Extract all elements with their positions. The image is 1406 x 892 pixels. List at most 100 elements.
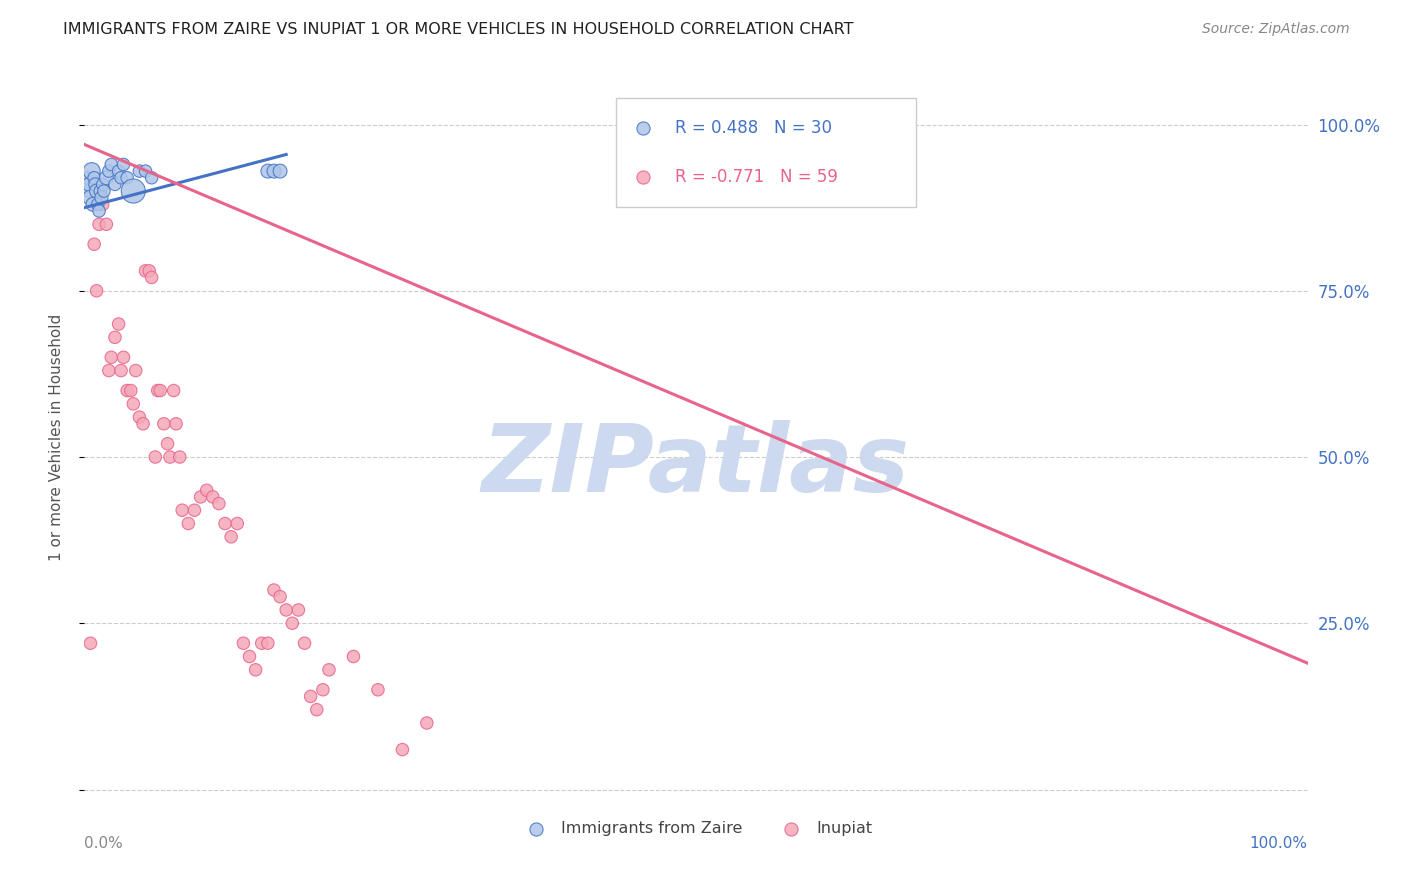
Point xyxy=(110,363,132,377)
Point xyxy=(86,184,108,198)
Point xyxy=(391,742,413,756)
Point xyxy=(93,184,115,198)
Point xyxy=(208,497,231,511)
Point xyxy=(97,164,120,178)
Point xyxy=(238,649,260,664)
Point xyxy=(190,490,212,504)
Point xyxy=(125,363,148,377)
Point xyxy=(633,169,655,183)
Point xyxy=(128,410,150,425)
Point xyxy=(83,170,105,185)
Point xyxy=(97,363,120,377)
Point xyxy=(100,351,122,365)
Point xyxy=(86,284,108,298)
Point xyxy=(177,516,200,531)
Point xyxy=(79,636,101,650)
Text: R = 0.488   N = 30: R = 0.488 N = 30 xyxy=(675,119,832,136)
Point xyxy=(281,616,304,631)
Point xyxy=(87,217,110,231)
Point xyxy=(169,450,191,464)
Point xyxy=(219,530,242,544)
Point xyxy=(342,649,364,664)
Point xyxy=(122,397,145,411)
Point xyxy=(104,330,127,344)
Point xyxy=(89,184,111,198)
Point xyxy=(245,663,267,677)
Point xyxy=(146,384,169,398)
Point xyxy=(96,170,118,185)
Point xyxy=(79,191,101,205)
Point xyxy=(141,270,163,285)
Point xyxy=(201,490,224,504)
Point xyxy=(135,164,157,178)
Point xyxy=(77,184,100,198)
Point xyxy=(312,682,335,697)
Point xyxy=(232,636,254,650)
Point xyxy=(91,197,114,211)
Point xyxy=(263,582,285,597)
Point xyxy=(120,384,142,398)
Point xyxy=(141,170,163,185)
Point xyxy=(115,384,138,398)
Point xyxy=(305,703,328,717)
Point xyxy=(263,164,285,178)
Point xyxy=(416,716,439,731)
Point xyxy=(299,690,322,704)
Point xyxy=(110,170,132,185)
Point xyxy=(112,351,135,365)
Point xyxy=(84,178,107,192)
Point xyxy=(214,516,236,531)
Point xyxy=(87,204,110,219)
Point xyxy=(128,164,150,178)
Point xyxy=(122,184,145,198)
Text: R = -0.771   N = 59: R = -0.771 N = 59 xyxy=(675,169,838,186)
Point xyxy=(80,164,103,178)
Text: ZIPatlas: ZIPatlas xyxy=(482,420,910,512)
Point xyxy=(159,450,181,464)
Point xyxy=(91,178,114,192)
Point xyxy=(195,483,218,498)
Point xyxy=(100,157,122,171)
Text: IMMIGRANTS FROM ZAIRE VS INUPIAT 1 OR MORE VEHICLES IN HOUSEHOLD CORRELATION CHA: IMMIGRANTS FROM ZAIRE VS INUPIAT 1 OR MO… xyxy=(63,22,853,37)
Point xyxy=(135,264,157,278)
Point xyxy=(107,317,129,331)
Point xyxy=(183,503,205,517)
Point xyxy=(132,417,155,431)
Legend: Immigrants from Zaire, Inupiat: Immigrants from Zaire, Inupiat xyxy=(513,814,879,842)
Point xyxy=(633,214,655,228)
Text: 0.0%: 0.0% xyxy=(84,836,124,851)
Point xyxy=(90,191,112,205)
Point xyxy=(107,164,129,178)
Text: 100.0%: 100.0% xyxy=(1250,836,1308,851)
Point xyxy=(82,197,104,211)
Point xyxy=(226,516,249,531)
Point xyxy=(104,178,127,192)
Point xyxy=(143,450,166,464)
Point xyxy=(367,682,389,697)
FancyBboxPatch shape xyxy=(616,98,917,207)
Y-axis label: 1 or more Vehicles in Household: 1 or more Vehicles in Household xyxy=(49,313,63,561)
Text: Source: ZipAtlas.com: Source: ZipAtlas.com xyxy=(1202,22,1350,37)
Point xyxy=(96,217,118,231)
Point xyxy=(257,636,280,650)
Point xyxy=(276,603,298,617)
Point xyxy=(77,178,100,192)
Point xyxy=(269,164,291,178)
Point xyxy=(318,663,340,677)
Point xyxy=(165,417,187,431)
Point xyxy=(153,417,176,431)
Point xyxy=(269,590,291,604)
Point xyxy=(115,170,138,185)
Point xyxy=(138,264,160,278)
Point xyxy=(156,436,179,450)
Point xyxy=(76,170,98,185)
Point xyxy=(172,503,194,517)
Point xyxy=(87,197,110,211)
Point xyxy=(294,636,316,650)
Point xyxy=(149,384,172,398)
Point xyxy=(163,384,186,398)
Point xyxy=(250,636,273,650)
Point xyxy=(287,603,309,617)
Point xyxy=(257,164,280,178)
Point xyxy=(83,237,105,252)
